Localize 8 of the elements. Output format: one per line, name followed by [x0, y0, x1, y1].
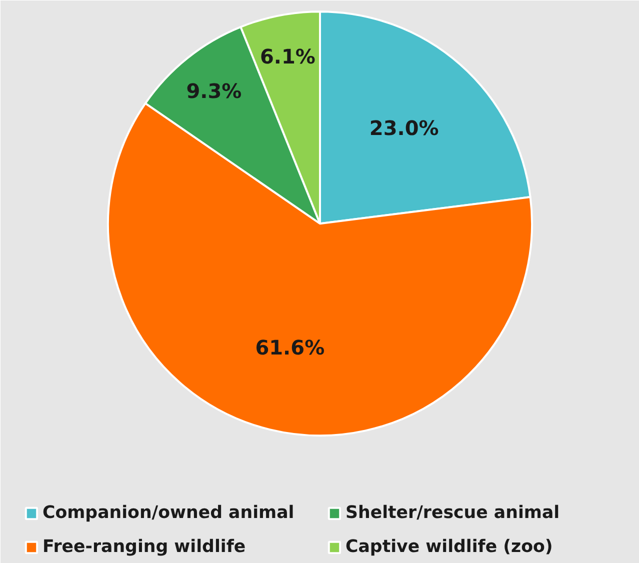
data-label: 9.3%: [186, 78, 242, 103]
data-label: 6.1%: [260, 44, 316, 69]
legend-label: Shelter/rescue animal: [346, 503, 561, 523]
legend-label: Free-ranging wildlife: [42, 537, 247, 557]
data-label: 61.6%: [255, 335, 325, 360]
data-label: 23.0%: [369, 116, 439, 140]
legend-label: Companion/owned animal: [42, 503, 296, 523]
legend-label: Captive wildlife (zoo): [346, 537, 554, 557]
